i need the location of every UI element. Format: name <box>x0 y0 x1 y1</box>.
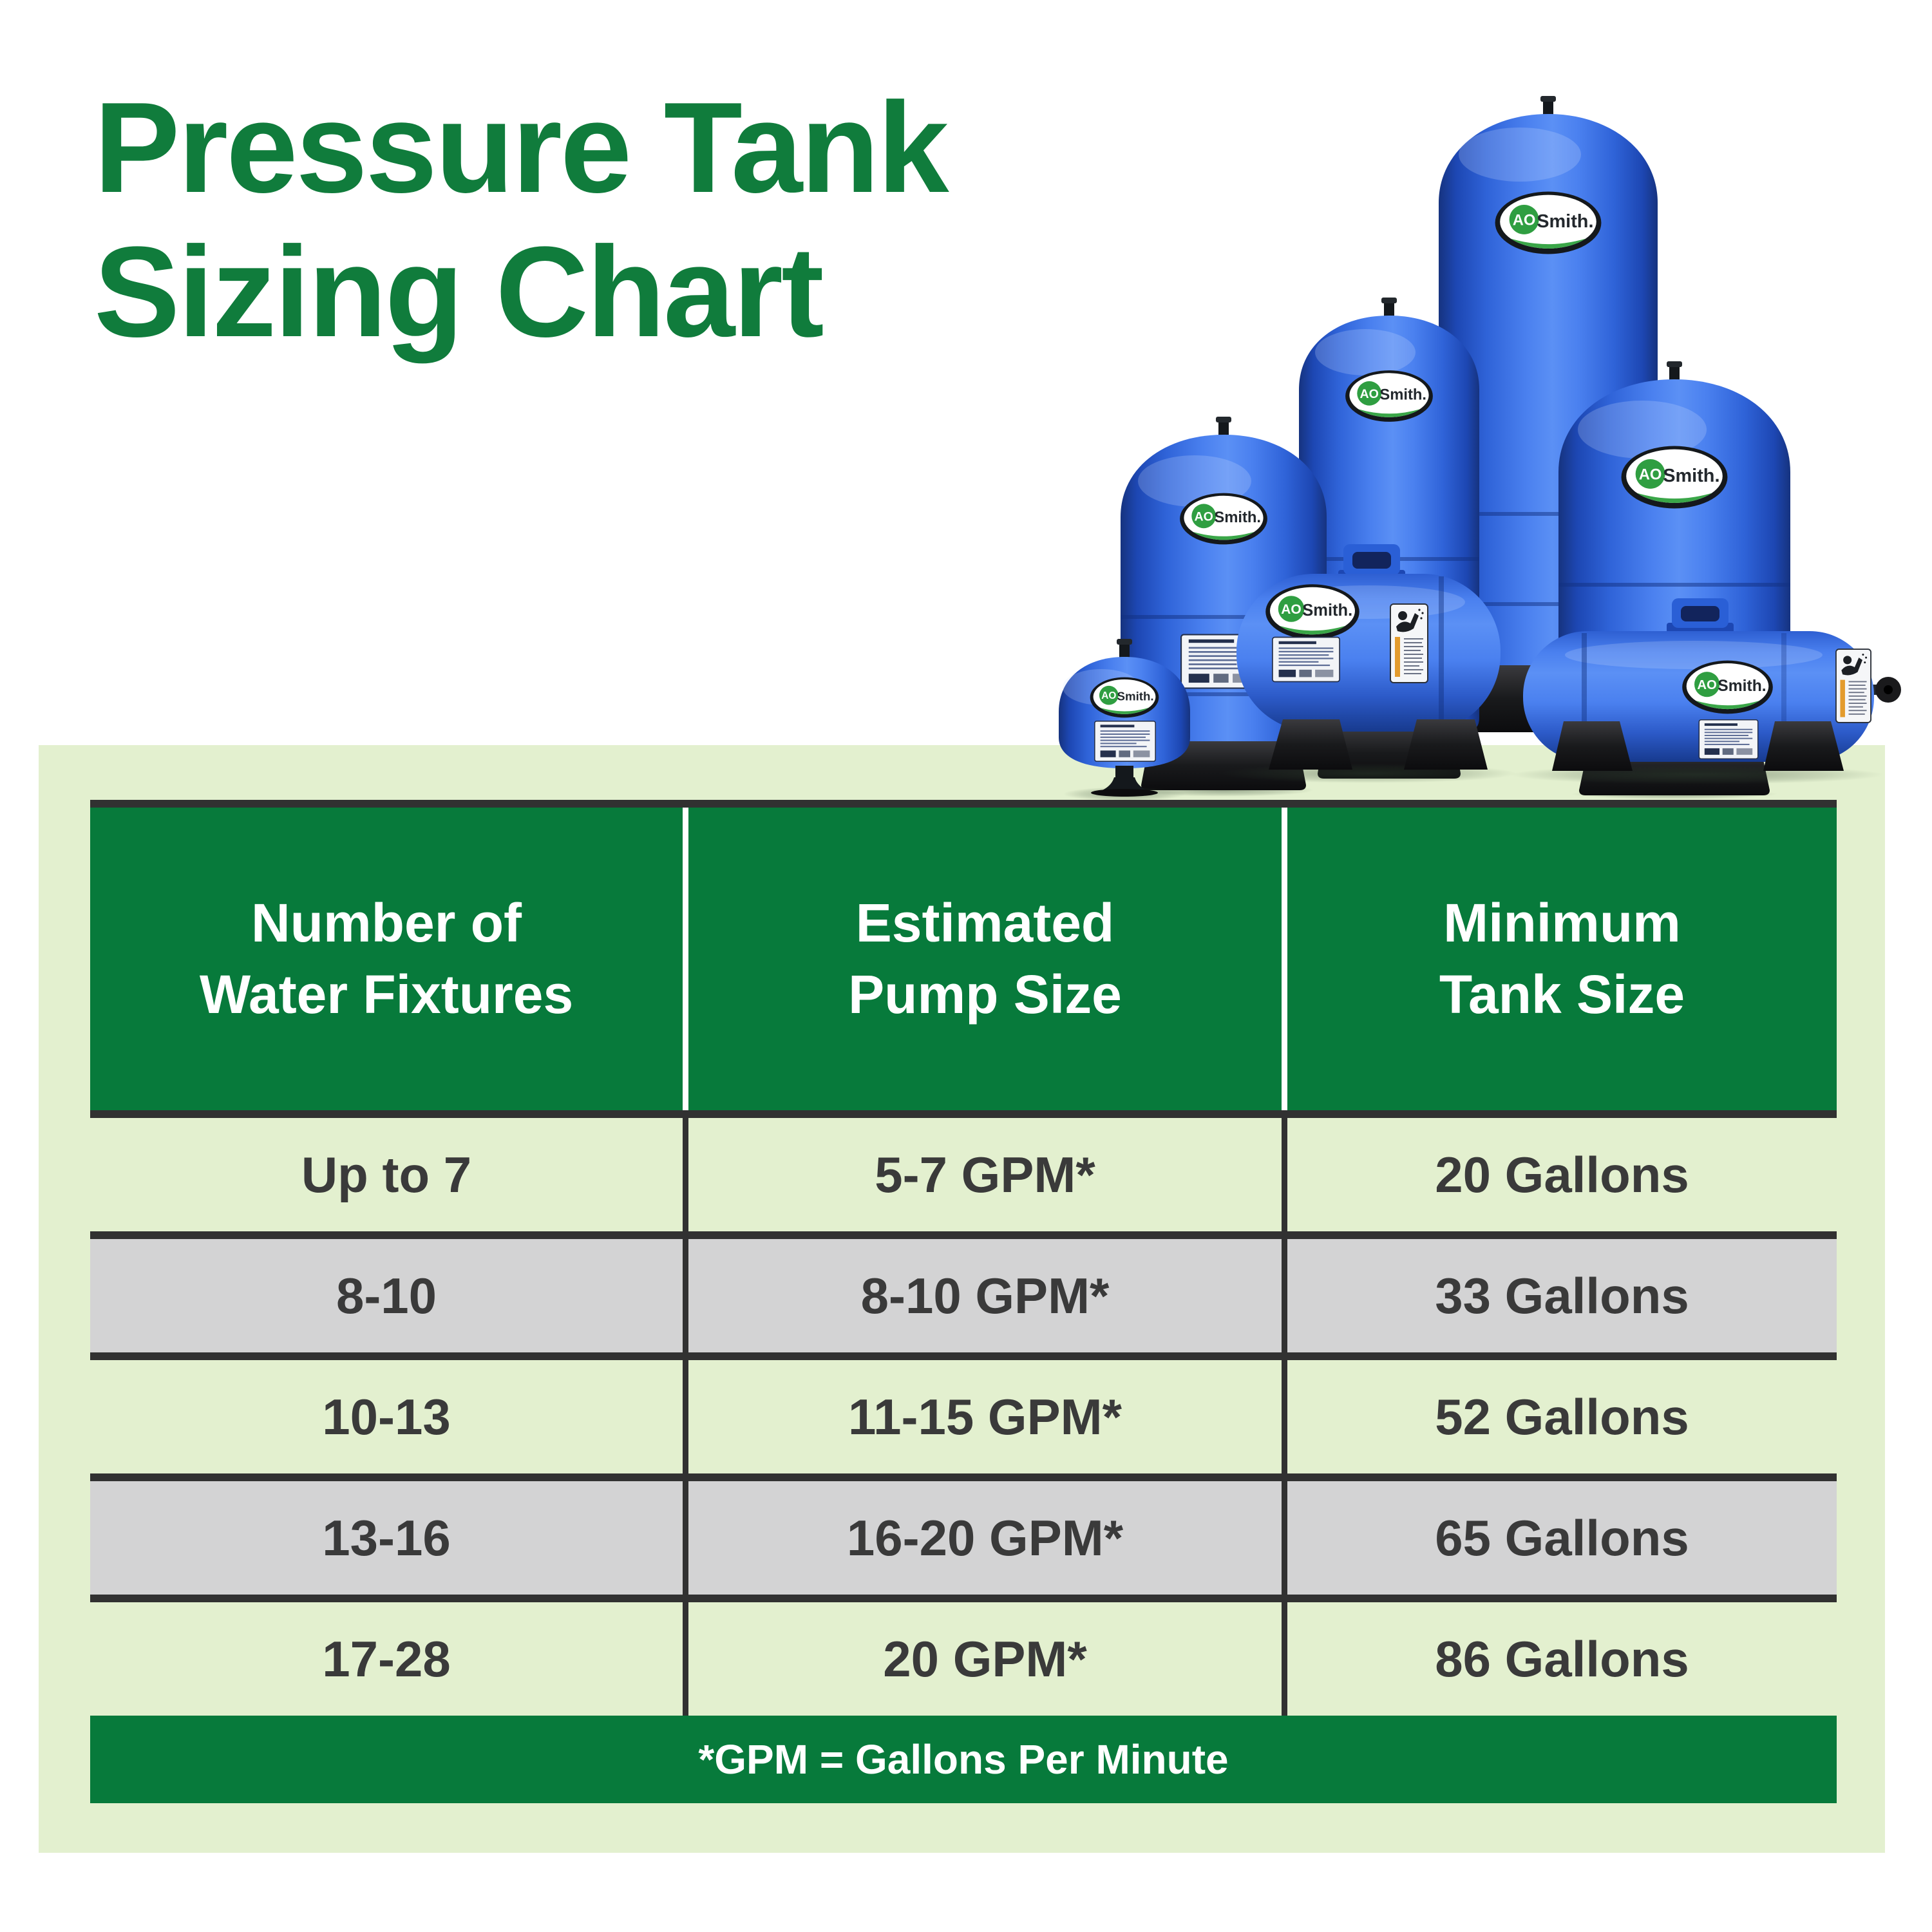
column-divider <box>1282 1118 1287 1231</box>
column-divider <box>1282 1239 1287 1352</box>
table-border <box>90 1595 1837 1602</box>
cell-pump: 8-10 GPM* <box>688 1239 1282 1352</box>
column-header-water-fixtures: Number of Water Fixtures <box>90 808 683 1110</box>
spec-label <box>1698 719 1759 759</box>
header-line: Pump Size <box>848 964 1122 1025</box>
air-valve-icon <box>1119 643 1130 658</box>
table-border <box>90 1352 1837 1360</box>
weld-seam <box>1439 602 1658 606</box>
cell-pump: 11-15 GPM* <box>688 1360 1282 1473</box>
cell-pump: 5-7 GPM* <box>688 1118 1282 1231</box>
spec-label <box>1272 636 1340 683</box>
column-divider <box>1282 1481 1287 1595</box>
table-row: 10-13 11-15 GPM* 52 Gallons <box>90 1360 1837 1473</box>
table-border-top <box>90 800 1837 808</box>
header-divider <box>1282 808 1287 1110</box>
column-divider <box>683 1239 688 1352</box>
weld-seam <box>1582 633 1587 759</box>
weld-seam <box>1121 615 1327 619</box>
table-row: Up to 7 5-7 GPM* 20 Gallons <box>90 1118 1837 1231</box>
pressure-tanks-illustration: AO Smith. <box>1059 96 1901 801</box>
tank-stem <box>1115 766 1133 779</box>
tank-horizontal-center <box>1220 544 1517 783</box>
weld-seam <box>1121 692 1327 696</box>
table-border <box>90 1473 1837 1481</box>
table-row: 17-28 20 GPM* 86 Gallons <box>90 1602 1837 1716</box>
cell-tank: 20 Gallons <box>1287 1118 1837 1231</box>
table-header-row: Number of Water Fixtures Estimated Pump … <box>90 808 1837 1110</box>
tank-small-vertical <box>1059 639 1190 801</box>
column-divider <box>683 1118 688 1231</box>
cell-fixtures: 10-13 <box>90 1360 683 1473</box>
weld-seam <box>1439 576 1444 729</box>
tank-foot <box>1269 719 1352 770</box>
tank-foot <box>1763 721 1844 771</box>
header-line: Minimum <box>1443 893 1681 954</box>
header-line: Estimated <box>855 893 1115 954</box>
header-divider <box>683 808 688 1110</box>
warning-label <box>1835 649 1871 723</box>
weld-seam <box>1558 583 1790 587</box>
column-divider <box>1282 1360 1287 1473</box>
column-header-pump-size: Estimated Pump Size <box>688 808 1282 1110</box>
column-divider <box>683 1481 688 1595</box>
warning-label <box>1390 603 1428 683</box>
weld-seam <box>1439 512 1658 516</box>
tank-horizontal-right <box>1510 598 1901 784</box>
tank-foot <box>1552 721 1633 771</box>
table-row: 8-10 8-10 GPM* 33 Gallons <box>90 1239 1837 1352</box>
header-line: Water Fixtures <box>199 964 574 1025</box>
air-valve-icon <box>1543 100 1553 117</box>
cell-fixtures: 17-28 <box>90 1602 683 1716</box>
column-header-tank-size: Minimum Tank Size <box>1287 808 1837 1110</box>
table-row: 13-16 16-20 GPM* 65 Gallons <box>90 1481 1837 1595</box>
cell-fixtures: 13-16 <box>90 1481 683 1595</box>
weld-seam <box>1781 633 1786 759</box>
page-title-line1: Pressure Tank <box>94 76 949 220</box>
header-line: Number of <box>251 893 522 954</box>
table-border <box>90 1110 1837 1118</box>
column-divider <box>683 1360 688 1473</box>
cell-tank: 65 Gallons <box>1287 1481 1837 1595</box>
cell-pump: 20 GPM* <box>688 1602 1282 1716</box>
page-title: Pressure Tank Sizing Chart <box>94 76 949 365</box>
tank-foot <box>1404 719 1488 770</box>
air-valve-icon <box>1218 421 1229 436</box>
table-border <box>90 1231 1837 1239</box>
cell-pump: 16-20 GPM* <box>688 1481 1282 1595</box>
table-footnote: *GPM = Gallons Per Minute <box>90 1716 1837 1803</box>
cell-fixtures: Up to 7 <box>90 1118 683 1231</box>
cell-tank: 52 Gallons <box>1287 1360 1837 1473</box>
air-valve-icon <box>1384 301 1394 317</box>
sizing-table: Number of Water Fixtures Estimated Pump … <box>90 800 1837 1803</box>
column-divider <box>683 1602 688 1716</box>
cell-tank: 86 Gallons <box>1287 1602 1837 1716</box>
spec-label <box>1094 721 1157 762</box>
cell-fixtures: 8-10 <box>90 1239 683 1352</box>
page-title-line2: Sizing Chart <box>94 220 824 364</box>
column-divider <box>1282 1602 1287 1716</box>
air-valve-icon <box>1669 365 1680 381</box>
header-line: Tank Size <box>1439 964 1685 1025</box>
cell-tank: 33 Gallons <box>1287 1239 1837 1352</box>
